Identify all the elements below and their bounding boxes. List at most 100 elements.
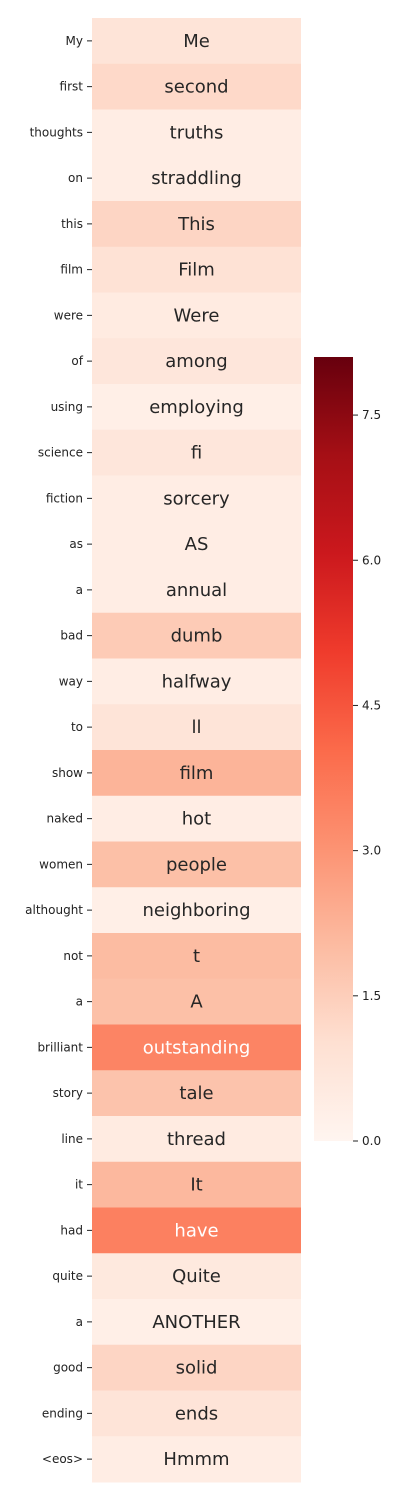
row-label: ending bbox=[42, 1406, 83, 1420]
heatmap-cell bbox=[92, 1070, 301, 1117]
colorbar-gradient bbox=[314, 357, 353, 1141]
row-label: brilliant bbox=[37, 1040, 83, 1054]
cell-label: solid bbox=[176, 1358, 218, 1379]
cell-label: AS bbox=[185, 534, 209, 555]
heatmap-cell bbox=[92, 887, 301, 934]
heatmap-cell bbox=[92, 1344, 301, 1391]
row-label: as bbox=[69, 537, 83, 551]
row-label: bad bbox=[60, 629, 83, 643]
heatmap-cell bbox=[92, 155, 301, 202]
cell-label: straddling bbox=[151, 168, 242, 189]
heatmap-cell bbox=[92, 521, 301, 568]
heatmap-cell bbox=[92, 612, 301, 659]
heatmap-cell bbox=[92, 384, 301, 431]
row-label: a bbox=[76, 583, 83, 597]
heatmap-cell bbox=[92, 704, 301, 751]
heatmap-cell bbox=[92, 933, 301, 980]
colorbar: 0.0 1.5 3.0 4.5 6.0 7.5 bbox=[314, 357, 381, 1148]
heatmap-cell bbox=[92, 1253, 301, 1300]
row-label: not bbox=[63, 949, 83, 963]
row-label: were bbox=[54, 308, 83, 322]
cell-label: dumb bbox=[171, 626, 223, 647]
cell-label: sorcery bbox=[163, 488, 230, 509]
row-labels: My first thoughts on this film were of using scie… bbox=[25, 34, 92, 1466]
heatmap-cell bbox=[92, 338, 301, 385]
row-label: <eos> bbox=[42, 1452, 83, 1466]
row-label: fiction bbox=[46, 491, 83, 505]
cell-label: truths bbox=[170, 122, 224, 143]
row-label: this bbox=[61, 217, 83, 231]
row-label: of bbox=[71, 354, 83, 368]
cell-label: among bbox=[165, 351, 227, 372]
cell-label: Were bbox=[174, 305, 220, 326]
row-label: using bbox=[51, 400, 83, 414]
cell-label: tale bbox=[179, 1083, 213, 1104]
row-label: quite bbox=[52, 1269, 83, 1283]
row-label: way bbox=[59, 674, 83, 688]
heatmap-cell bbox=[92, 18, 301, 65]
cell-label: have bbox=[174, 1220, 218, 1241]
colorbar-tick-label: 7.5 bbox=[362, 408, 381, 422]
row-label: it bbox=[75, 1178, 83, 1192]
cell-label: A bbox=[190, 992, 203, 1013]
colorbar-tick-label: 1.5 bbox=[362, 989, 381, 1003]
heatmap-cell bbox=[92, 567, 301, 614]
heatmap-cell bbox=[92, 292, 301, 339]
row-label: naked bbox=[47, 812, 83, 826]
cell-label: fi bbox=[191, 443, 202, 464]
row-label: film bbox=[60, 263, 83, 277]
colorbar-tick-label: 0.0 bbox=[362, 1134, 381, 1148]
cell-label: outstanding bbox=[143, 1037, 251, 1058]
cell-label: ll bbox=[191, 717, 201, 738]
heatmap-cell bbox=[92, 1390, 301, 1437]
cell-label: people bbox=[166, 854, 227, 875]
row-label: My bbox=[66, 34, 83, 48]
cell-label: second bbox=[164, 77, 228, 98]
row-label: to bbox=[71, 720, 83, 734]
cell-label: Me bbox=[183, 31, 210, 52]
heatmap-cell bbox=[92, 750, 301, 797]
row-label: on bbox=[68, 171, 83, 185]
cell-label: t bbox=[193, 946, 200, 967]
cell-label: ANOTHER bbox=[152, 1312, 240, 1333]
colorbar-tick-label: 3.0 bbox=[362, 844, 381, 858]
heatmap-cell bbox=[92, 201, 301, 248]
cell-label: hot bbox=[182, 809, 211, 830]
cell-label: film bbox=[180, 763, 214, 784]
cell-label: employing bbox=[149, 397, 244, 418]
row-label: women bbox=[39, 857, 83, 871]
row-label: had bbox=[60, 1223, 83, 1237]
heatmap-cell bbox=[92, 795, 301, 842]
row-label: show bbox=[52, 766, 83, 780]
heatmap-cell bbox=[92, 429, 301, 476]
cell-label: thread bbox=[167, 1129, 226, 1150]
heatmap-cell bbox=[92, 246, 301, 293]
cell-label: neighboring bbox=[143, 900, 251, 921]
colorbar-tick-label: 6.0 bbox=[362, 553, 381, 567]
heatmap-cell bbox=[92, 978, 301, 1025]
cell-label: annual bbox=[166, 580, 227, 601]
heatmap-cell bbox=[92, 63, 301, 110]
heatmap-cell bbox=[92, 658, 301, 705]
row-label: first bbox=[60, 80, 84, 94]
cell-label: This bbox=[177, 214, 215, 235]
heatmap-cell bbox=[92, 1116, 301, 1163]
row-label: althought bbox=[25, 903, 83, 917]
heatmap-cell bbox=[92, 1024, 301, 1071]
row-label: line bbox=[61, 1132, 83, 1146]
row-label: a bbox=[76, 1315, 83, 1329]
heatmap-cell bbox=[92, 109, 301, 156]
heatmap-cell bbox=[92, 841, 301, 888]
heatmap-cell bbox=[92, 1207, 301, 1254]
cell-label: ends bbox=[175, 1403, 218, 1424]
heatmap-cell bbox=[92, 1299, 301, 1346]
heatmap-cell bbox=[92, 475, 301, 522]
cell-label: It bbox=[190, 1175, 202, 1196]
row-label: science bbox=[38, 446, 83, 460]
row-label: thoughts bbox=[30, 125, 83, 139]
cell-label: Quite bbox=[172, 1266, 221, 1287]
row-label: story bbox=[53, 1086, 83, 1100]
colorbar-tick-label: 4.5 bbox=[362, 698, 381, 712]
heatmap-cells: Me second truths straddling This Film Were amon… bbox=[92, 18, 301, 1483]
